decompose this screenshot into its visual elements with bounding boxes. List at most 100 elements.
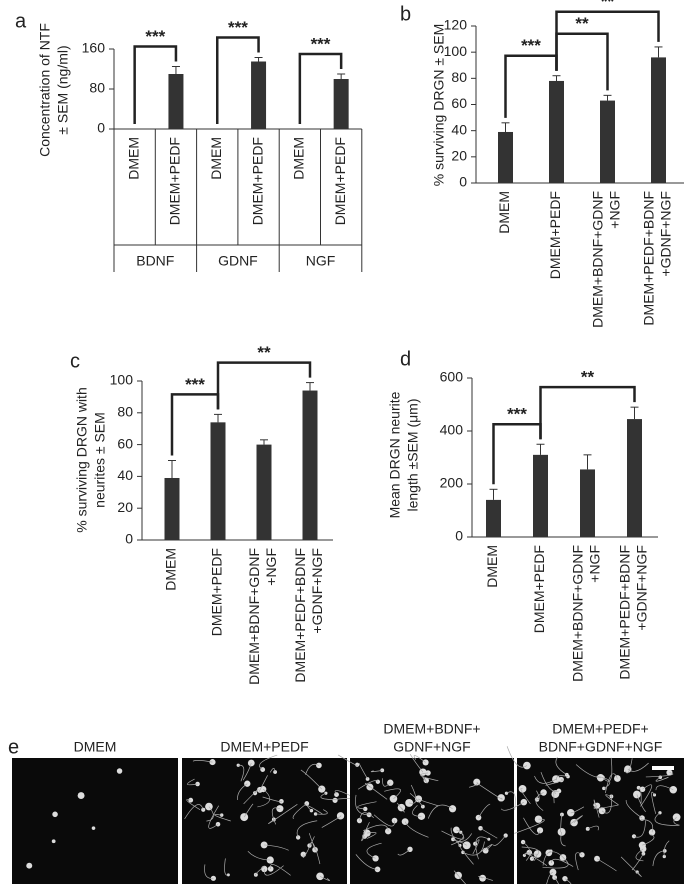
bar xyxy=(651,57,666,183)
cell xyxy=(26,862,33,869)
x-tick-label: +NGF xyxy=(587,545,603,583)
error-bar xyxy=(171,66,180,74)
y-tick-label: 200 xyxy=(440,475,464,491)
y-axis-label: length ±SEM (μm) xyxy=(405,399,421,512)
cell xyxy=(425,770,431,776)
bar xyxy=(256,444,272,540)
cell xyxy=(209,759,216,766)
error-bar xyxy=(501,122,510,132)
error-bar xyxy=(337,73,346,79)
bar xyxy=(486,499,501,537)
cell xyxy=(253,872,258,877)
image-label: BDNF+GDNF+NGF xyxy=(539,739,663,755)
micrograph xyxy=(12,758,178,884)
cell xyxy=(641,851,646,856)
cell xyxy=(363,806,368,812)
cell xyxy=(594,855,600,862)
bar xyxy=(168,74,184,129)
panel-label: d xyxy=(400,348,411,370)
significance-label: *** xyxy=(185,375,205,394)
x-tick-label: DMEM xyxy=(208,137,224,180)
cell xyxy=(51,839,56,844)
x-tick-label: DMEM+PEDF xyxy=(209,548,225,636)
image-label: GDNF+NGF xyxy=(393,739,470,755)
micrograph-bg xyxy=(12,758,178,884)
significance-bracket xyxy=(555,32,609,91)
cell xyxy=(77,792,85,800)
y-tick-label: 40 xyxy=(117,467,133,483)
error-bar xyxy=(214,413,222,423)
y-tick-label: 80 xyxy=(117,404,133,420)
y-tick-label: 120 xyxy=(444,17,468,33)
y-tick-label: 0 xyxy=(97,120,105,136)
x-tick-label: DMEM+PEDF xyxy=(547,191,563,279)
x-tick-label: +NGF xyxy=(263,548,279,586)
bar xyxy=(164,477,180,540)
cell xyxy=(487,837,491,841)
x-tick-label: DMEM+PEDF xyxy=(531,545,547,633)
y-tick-label: 80 xyxy=(451,69,467,85)
significance-bracket xyxy=(539,385,636,440)
significance-bracket xyxy=(298,52,343,124)
significance-bracket xyxy=(133,45,178,124)
x-tick-label: DMEM xyxy=(496,191,512,234)
cell xyxy=(448,805,457,813)
significance-label: *** xyxy=(145,27,165,46)
y-tick-label: 20 xyxy=(117,499,133,515)
y-tick-label: 60 xyxy=(117,435,133,451)
y-tick-label: 20 xyxy=(451,148,467,164)
y-tick-label: 600 xyxy=(440,369,464,385)
panel-label: e xyxy=(8,736,19,758)
cell xyxy=(631,834,637,839)
bar xyxy=(210,422,226,540)
x-tick-label: +GDNF+NGF xyxy=(658,191,674,277)
neurites xyxy=(500,746,680,884)
bar xyxy=(549,80,564,183)
cell xyxy=(401,818,409,825)
y-axis-label: ± SEM (ng/ml) xyxy=(55,45,71,134)
x-tick-label: DMEM xyxy=(125,137,141,180)
group-label: NGF xyxy=(306,253,336,269)
bar xyxy=(600,100,615,183)
error-bar xyxy=(603,94,612,101)
cell xyxy=(623,769,627,773)
significance-label: *** xyxy=(507,405,527,424)
image-label: DMEM+PEDF xyxy=(220,739,308,755)
x-tick-label: +GDNF+NGF xyxy=(634,545,650,631)
y-tick-label: 40 xyxy=(451,121,467,137)
y-tick-label: 160 xyxy=(82,40,106,56)
neurites xyxy=(184,754,358,881)
cell xyxy=(504,791,509,795)
image-label: DMEM xyxy=(74,739,117,755)
cell xyxy=(594,802,601,809)
x-tick-label: DMEM+PEDF+BDNF xyxy=(641,191,657,326)
x-tick-label: DMEM+PEDF+BDNF xyxy=(617,545,633,680)
panel-label: c xyxy=(70,350,80,372)
bar xyxy=(627,419,642,537)
y-tick-label: 60 xyxy=(451,95,467,111)
significance-bracket xyxy=(504,54,558,118)
x-tick-label: DMEM+PEDF xyxy=(167,137,183,225)
image-label: DMEM+PEDF+ xyxy=(552,721,648,737)
y-axis-label: Mean DRGN neurite xyxy=(387,391,403,518)
cell xyxy=(116,768,123,774)
error-bar xyxy=(654,46,663,58)
y-axis-label: neurites ± SEM xyxy=(92,412,108,508)
panel-label: a xyxy=(15,10,27,32)
x-tick-label: DMEM+PEDF+BDNF xyxy=(292,548,308,683)
significance-label: ** xyxy=(257,343,271,362)
cell xyxy=(391,817,398,824)
error-bar xyxy=(536,443,545,455)
x-tick-label: DMEM+PEDF xyxy=(332,137,348,225)
error-bar xyxy=(260,439,268,445)
micrograph xyxy=(182,754,358,884)
error-bar xyxy=(254,57,263,62)
y-axis-label: % surviving DRGN ± SEM xyxy=(431,24,447,187)
cell xyxy=(638,841,646,849)
cell xyxy=(417,812,426,820)
y-axis-label: % surviving DRGN with xyxy=(74,387,90,532)
error-bar xyxy=(306,382,314,391)
significance-bracket xyxy=(216,36,260,124)
x-tick-label: DMEM xyxy=(484,545,500,588)
bar xyxy=(580,469,595,537)
